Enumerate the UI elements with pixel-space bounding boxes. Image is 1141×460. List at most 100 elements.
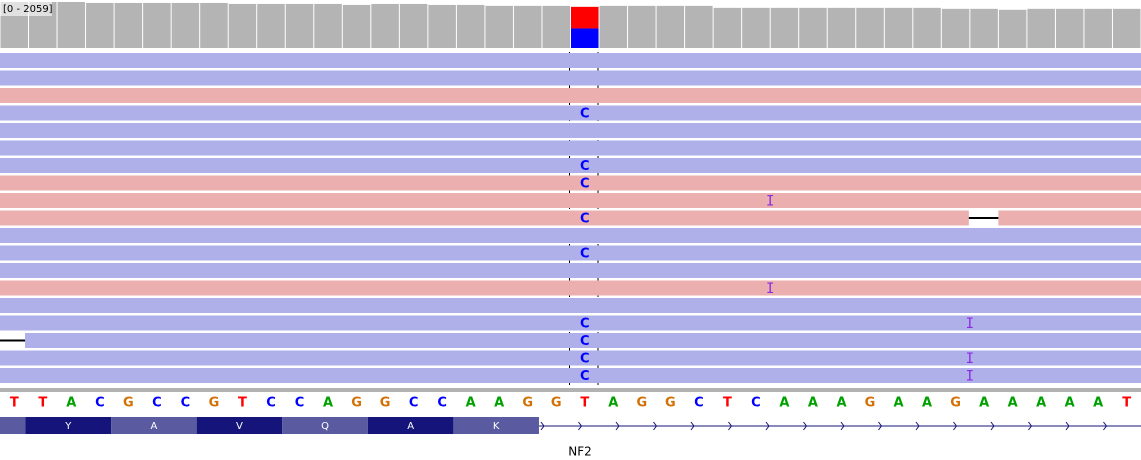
base: A (979, 396, 989, 411)
coverage-bar (200, 2, 228, 48)
base: G (665, 396, 676, 411)
base: T (723, 396, 732, 411)
strand-arrow (615, 421, 620, 431)
strand-arrow (840, 421, 845, 431)
mismatch: C (580, 247, 590, 262)
codon (111, 417, 197, 434)
codon (282, 417, 368, 434)
read (0, 175, 1141, 191)
base: C (181, 396, 191, 411)
coverage-bar (428, 4, 456, 48)
read (0, 263, 1141, 278)
allele-bar (571, 6, 599, 29)
mismatch: C (580, 212, 590, 227)
base: G (123, 396, 134, 411)
base: C (437, 396, 447, 411)
strand-arrow (728, 421, 733, 431)
coverage-bar (371, 3, 399, 48)
base: C (95, 396, 105, 411)
amino-acid: V (236, 421, 243, 432)
coverage-bar (513, 5, 542, 48)
mismatch: C (580, 334, 590, 349)
strand-arrow (1028, 421, 1033, 431)
amino-acid: A (407, 421, 414, 432)
amino-acid: Y (64, 421, 72, 432)
base: G (636, 396, 647, 411)
strand-arrow (953, 421, 958, 431)
strand-arrow (540, 421, 545, 431)
range-bg (0, 2, 52, 16)
coverage-bar (770, 7, 799, 48)
mismatch: C (580, 352, 590, 367)
base: A (894, 396, 904, 411)
base: A (1008, 396, 1018, 411)
coverage-bar (485, 5, 513, 48)
base: A (836, 396, 846, 411)
read (0, 315, 1141, 331)
base: A (1065, 396, 1075, 411)
strand-arrow (690, 421, 695, 431)
mismatch: C (580, 107, 590, 122)
base: A (922, 396, 932, 411)
base: A (466, 396, 476, 411)
insertion: I (966, 351, 974, 367)
exon-partial (0, 417, 26, 434)
coverage-bar (913, 7, 941, 48)
coverage-bar (143, 2, 171, 48)
coverage-bar (228, 3, 257, 48)
mismatch: C (580, 177, 590, 192)
codon (367, 417, 454, 434)
coverage-range: [0 - 2059] (3, 4, 53, 15)
insertion: I (966, 369, 974, 385)
gene-name: NF2 (568, 445, 592, 459)
base: A (1036, 396, 1046, 411)
coverage-bar (57, 1, 86, 48)
strand-arrow (578, 421, 583, 431)
base: C (152, 396, 162, 411)
read (0, 368, 1141, 383)
coverage-bar (86, 2, 114, 48)
mismatch: C (580, 369, 590, 384)
read (0, 70, 1141, 86)
coverage-bar (856, 7, 884, 48)
base: T (238, 396, 247, 411)
coverage-bar (285, 3, 314, 48)
coverage-bar (399, 3, 428, 48)
insertion: I (966, 316, 974, 332)
coverage-bar (542, 5, 570, 48)
read (0, 245, 1141, 261)
base: T (580, 396, 589, 411)
strand-arrow (653, 421, 658, 431)
base: A (66, 396, 76, 411)
coverage-bar (1027, 8, 1055, 48)
base: T (10, 396, 19, 411)
coverage-bar (884, 7, 913, 48)
read (0, 123, 1141, 138)
base: T (1122, 396, 1131, 411)
coverage-bar (628, 5, 656, 48)
read (0, 158, 1141, 173)
amino-acid: Q (321, 421, 329, 432)
mismatch: C (580, 317, 590, 332)
codon (196, 417, 283, 434)
coverage-bar (941, 8, 970, 48)
coverage-bar (656, 5, 685, 48)
base: A (494, 396, 504, 411)
coverage-bar (599, 5, 628, 48)
mismatch: C (580, 159, 590, 174)
allele-bar (571, 28, 599, 48)
base: T (38, 396, 47, 411)
base: C (409, 396, 419, 411)
insertion: I (766, 194, 774, 210)
strand-arrow (1103, 421, 1108, 431)
read (0, 298, 1141, 313)
base: A (808, 396, 818, 411)
amino-acid: K (493, 421, 500, 432)
coverage-bar (970, 8, 998, 48)
base: G (522, 396, 533, 411)
coverage-bar (114, 2, 143, 48)
read (0, 228, 1141, 243)
coverage-bar (685, 5, 713, 48)
base: A (608, 396, 618, 411)
